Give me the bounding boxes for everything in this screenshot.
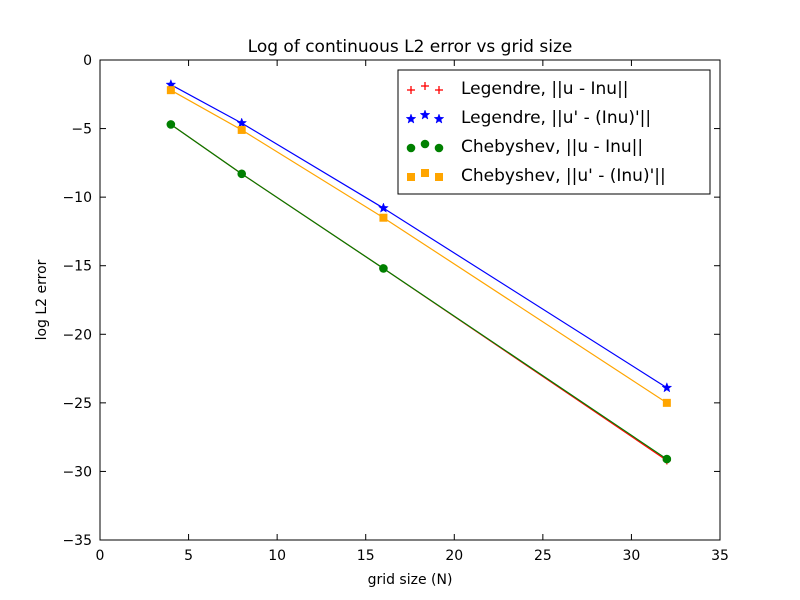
legend-marker	[421, 169, 429, 177]
x-tick-label: 25	[534, 548, 552, 564]
legend-marker	[406, 143, 416, 153]
y-tick-label: −35	[62, 533, 92, 549]
legend: Legendre, ||u - Inu|| Legendre, ||u' - (I…	[397, 69, 711, 195]
data-point	[379, 213, 388, 222]
legend-marker	[433, 113, 445, 124]
data-point	[661, 382, 673, 393]
legend-marker	[407, 173, 415, 181]
legend-marker	[421, 82, 429, 90]
legend-marker	[419, 109, 431, 120]
x-tick-label: 35	[711, 548, 729, 564]
y-tick-label: −5	[71, 122, 92, 138]
data-point	[662, 454, 672, 464]
plot-area	[165, 78, 673, 465]
data-point	[377, 202, 389, 213]
data-point	[237, 125, 246, 134]
x-tick-label: 0	[96, 548, 105, 564]
legend-label: Legendre, ||u' - (Inu)'||	[461, 108, 651, 128]
legend-marker	[405, 113, 417, 124]
legend-marker	[420, 139, 430, 149]
series-line	[170, 123, 668, 460]
y-axis-label: log L2 error	[34, 259, 50, 340]
data-point	[236, 117, 248, 128]
y-tick-label: −30	[62, 464, 92, 480]
series-1	[165, 78, 673, 393]
x-tick-label: 15	[357, 548, 375, 564]
series-2	[166, 120, 672, 464]
legend-label: Chebyshev, ||u' - (Inu)'||	[461, 166, 666, 186]
chart-title: Log of continuous L2 error vs grid size	[248, 37, 573, 57]
y-tick-label: −15	[62, 259, 92, 275]
x-tick-label: 20	[445, 548, 463, 564]
x-tick-label: 30	[623, 548, 641, 564]
legend-entry: Legendre, ||u' - (Inu)'||	[405, 108, 651, 128]
y-tick-label: −25	[62, 396, 92, 412]
data-point	[166, 86, 175, 95]
y-tick-label: −10	[62, 190, 92, 206]
y-tick-label: −20	[62, 327, 92, 343]
legend-entry: Chebyshev, ||u - Inu||	[406, 137, 643, 157]
data-point	[237, 169, 247, 179]
legend-entry: Legendre, ||u - Inu||	[407, 79, 629, 99]
legend-box	[397, 69, 711, 195]
legend-label: Legendre, ||u - Inu||	[461, 79, 629, 99]
y-tick-label: 0	[83, 53, 92, 69]
axis-ticks: 0 5 10 15 20 25 30 35 0 −5 −10 −15 −20 −25 −30 −35	[62, 53, 728, 564]
data-point	[379, 264, 388, 273]
legend-label: Chebyshev, ||u - Inu||	[461, 137, 643, 157]
legend-marker	[407, 86, 415, 94]
axes-frame	[99, 59, 721, 541]
x-axis-label: grid size (N)	[368, 572, 453, 588]
series-line	[170, 84, 668, 389]
legend-entry: Chebyshev, ||u' - (Inu)'||	[407, 166, 666, 186]
legend-marker	[435, 86, 443, 94]
series-line	[170, 89, 668, 404]
data-point	[662, 398, 671, 407]
series-3	[166, 86, 671, 407]
data-point	[166, 120, 176, 129]
x-tick-label: 10	[268, 548, 286, 564]
x-tick-label: 5	[184, 548, 193, 564]
legend-marker	[434, 143, 444, 153]
legend-marker	[435, 173, 443, 181]
